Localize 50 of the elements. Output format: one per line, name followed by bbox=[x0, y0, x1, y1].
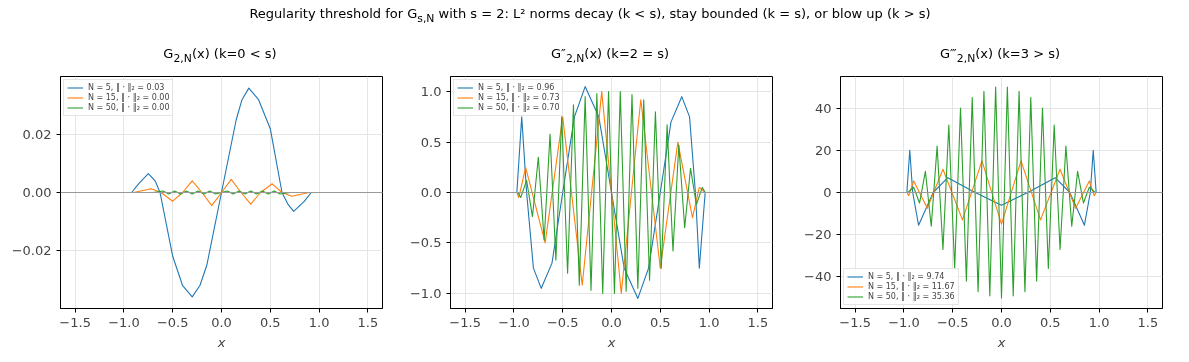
x-tick-label: 0.0 bbox=[991, 314, 1012, 330]
x-tick-label: −1.0 bbox=[888, 314, 920, 330]
x-tick-label: 1.5 bbox=[1137, 314, 1159, 330]
x-tick-label: −1.5 bbox=[839, 314, 871, 330]
x-tick-label: 1.5 bbox=[747, 314, 769, 330]
y-tick-label: 0.02 bbox=[22, 127, 52, 142]
legend-label: N = 15, ‖ · ‖₂ = 0.00 bbox=[88, 93, 170, 102]
legend-label: N = 15, ‖ · ‖₂ = 0.73 bbox=[478, 93, 560, 102]
y-tick-label: 0.0 bbox=[420, 185, 442, 200]
legend-label: N = 50, ‖ · ‖₂ = 0.70 bbox=[478, 103, 560, 112]
x-tick-label: 0.0 bbox=[211, 314, 232, 330]
legend-label: N = 5, ‖ · ‖₂ = 0.96 bbox=[478, 83, 555, 92]
legend-label: N = 5, ‖ · ‖₂ = 0.03 bbox=[88, 83, 165, 92]
legend-label: N = 5, ‖ · ‖₂ = 9.74 bbox=[868, 272, 945, 281]
legend-label: N = 15, ‖ · ‖₂ = 11.67 bbox=[868, 282, 955, 291]
x-tick-label: −1.5 bbox=[449, 314, 481, 330]
x-tick-label: −1.5 bbox=[59, 314, 91, 330]
y-tick-label: 0 bbox=[823, 185, 832, 200]
y-tick-label: −40 bbox=[804, 269, 832, 285]
chart-title: G$_{2,N}$(x) (k=0 < s) bbox=[163, 45, 277, 67]
y-tick-label: −1.0 bbox=[409, 285, 442, 301]
x-tick-label: 0.5 bbox=[259, 314, 281, 330]
x-tick-label: −0.5 bbox=[546, 314, 579, 330]
x-tick-label: 1.0 bbox=[308, 314, 330, 330]
y-tick-label: −0.02 bbox=[11, 243, 52, 258]
text: Regularity threshold for G$_{s,N}$ with s = 2: L² norms decay (k < s), stay bounded (k = s), or blow up (k > s) bbox=[249, 5, 931, 27]
y-tick-label: 0.5 bbox=[420, 134, 442, 150]
y-tick-label: −0.5 bbox=[409, 235, 442, 251]
legend-label: N = 50, ‖ · ‖₂ = 0.00 bbox=[88, 103, 170, 112]
x-tick-label: 1.0 bbox=[698, 314, 720, 330]
chart-title: G″$_{2,N}$(x) (k=2 = s) bbox=[550, 45, 670, 67]
y-tick-label: 0.00 bbox=[22, 185, 52, 200]
x-tick-label: −1.0 bbox=[498, 314, 530, 330]
x-axis-title: x bbox=[996, 334, 1006, 350]
x-tick-label: −1.0 bbox=[108, 314, 140, 330]
x-tick-label: 1.0 bbox=[1088, 314, 1110, 330]
x-tick-label: 0.5 bbox=[1039, 314, 1061, 330]
y-tick-label: 20 bbox=[814, 142, 832, 158]
x-tick-label: −0.5 bbox=[156, 314, 189, 330]
x-tick-label: 0.0 bbox=[601, 314, 622, 330]
x-axis-title: x bbox=[606, 334, 616, 350]
legend-label: N = 50, ‖ · ‖₂ = 35.36 bbox=[868, 292, 955, 301]
x-tick-label: 0.5 bbox=[649, 314, 671, 330]
y-tick-label: 40 bbox=[814, 100, 832, 116]
chart-title: G‴$_{2,N}$(x) (k=3 > s) bbox=[939, 45, 1061, 67]
x-axis-title: x bbox=[216, 334, 226, 350]
x-tick-label: 1.5 bbox=[357, 314, 379, 330]
y-tick-label: −20 bbox=[804, 227, 832, 243]
y-tick-label: 1.0 bbox=[420, 84, 442, 100]
x-tick-label: −0.5 bbox=[936, 314, 969, 330]
